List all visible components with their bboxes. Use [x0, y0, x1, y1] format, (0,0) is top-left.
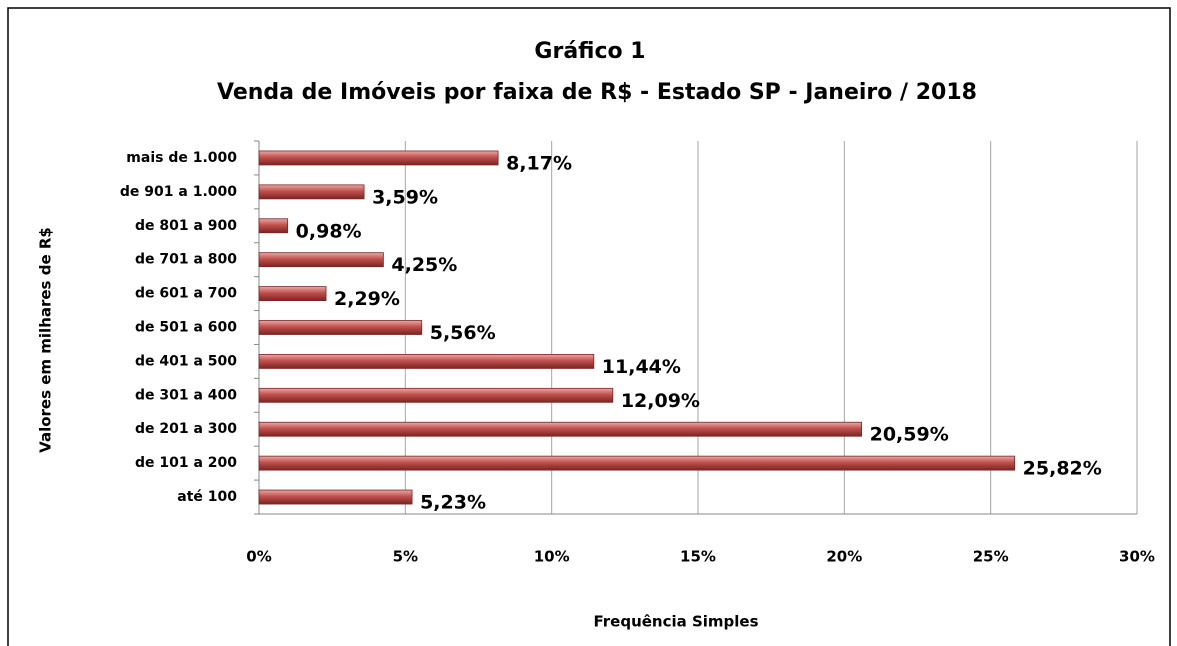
y-axis-label: Valores em milhares de R$: [37, 227, 55, 453]
value-label: 11,44%: [602, 356, 681, 378]
y-tick-label: de 401 a 500: [135, 353, 237, 369]
x-tick-label: 10%: [534, 548, 570, 566]
y-tick-label: de 301 a 400: [135, 387, 237, 403]
x-tick-label: 25%: [973, 548, 1009, 566]
frame: [7, 7, 1171, 646]
value-label: 8,17%: [506, 152, 572, 174]
bar: [258, 320, 423, 335]
bar: [258, 150, 499, 166]
bar: [258, 489, 413, 505]
value-label: 2,29%: [334, 288, 400, 310]
bar: [258, 184, 365, 200]
y-tick-label: mais de 1.000: [126, 150, 237, 166]
value-label: 12,09%: [621, 390, 700, 412]
y-tick-label: de 201 a 300: [135, 421, 237, 437]
bar: [258, 218, 289, 234]
value-label: 25,82%: [1023, 458, 1102, 480]
y-tick-label: de 601 a 700: [135, 286, 237, 302]
value-label: 4,25%: [391, 254, 457, 276]
x-tick-label: 30%: [1119, 548, 1155, 566]
value-label: 3,59%: [372, 186, 438, 208]
bar: [258, 252, 384, 268]
y-tick-label: de 701 a 800: [135, 252, 237, 268]
bar: [258, 455, 1016, 471]
y-tick-label: de 501 a 600: [135, 320, 237, 336]
value-label: 5,56%: [430, 322, 496, 344]
y-tick-label: de 901 a 1.000: [120, 184, 237, 200]
x-tick-label: 5%: [393, 548, 418, 566]
x-tick-label: 15%: [680, 548, 716, 566]
value-label: 5,23%: [420, 492, 486, 514]
bar: [258, 286, 327, 301]
bar: [258, 387, 614, 403]
x-axis-label: Frequência Simples: [593, 613, 758, 631]
value-label: 20,59%: [870, 424, 949, 446]
y-tick-label: de 101 a 200: [135, 455, 237, 471]
chart-subtitle: Venda de Imóveis por faixa de R$ - Estad…: [217, 80, 977, 105]
chart-title: Gráfico 1: [534, 39, 645, 64]
x-tick-label: 0%: [246, 548, 271, 566]
bar: [258, 421, 863, 437]
y-tick-label: de 801 a 900: [135, 218, 237, 234]
bar: [258, 354, 595, 369]
x-tick-label: 20%: [826, 548, 862, 566]
value-label: 0,98%: [296, 220, 362, 242]
y-tick-label: até 100: [177, 489, 237, 505]
